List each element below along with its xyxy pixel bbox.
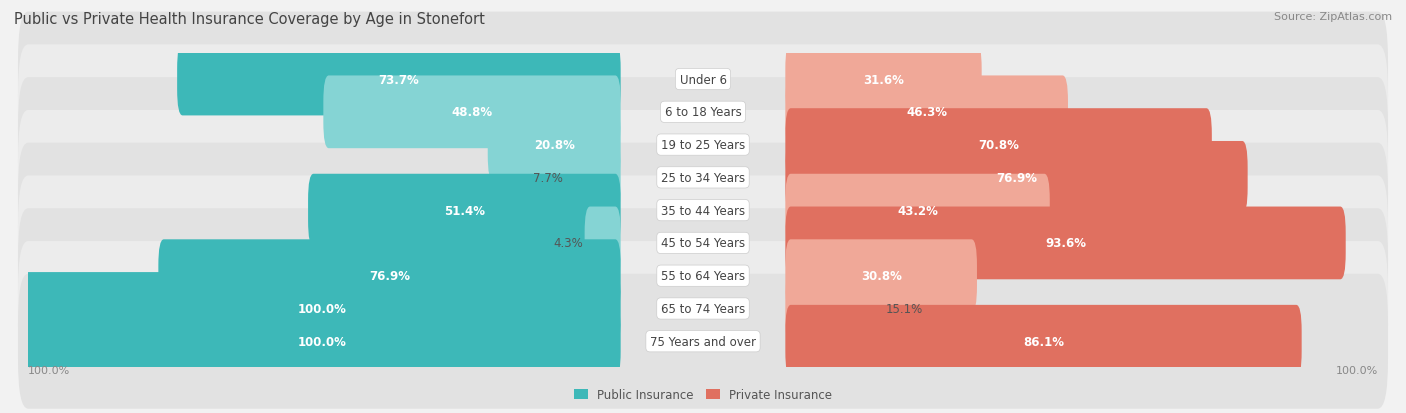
Legend: Public Insurance, Private Insurance: Public Insurance, Private Insurance [569, 383, 837, 406]
Text: Source: ZipAtlas.com: Source: ZipAtlas.com [1274, 12, 1392, 22]
Text: 51.4%: 51.4% [444, 204, 485, 217]
FancyBboxPatch shape [786, 207, 1346, 280]
Text: 35 to 44 Years: 35 to 44 Years [661, 204, 745, 217]
Text: 76.9%: 76.9% [368, 270, 411, 282]
FancyBboxPatch shape [786, 76, 1069, 149]
Text: 76.9%: 76.9% [995, 171, 1038, 185]
Text: 46.3%: 46.3% [905, 106, 948, 119]
FancyBboxPatch shape [18, 111, 1388, 245]
FancyBboxPatch shape [18, 78, 1388, 213]
FancyBboxPatch shape [18, 176, 1388, 311]
FancyBboxPatch shape [159, 240, 620, 312]
Text: 20.8%: 20.8% [534, 139, 575, 152]
FancyBboxPatch shape [22, 273, 620, 345]
Text: 43.2%: 43.2% [897, 204, 938, 217]
Text: 45 to 54 Years: 45 to 54 Years [661, 237, 745, 250]
Text: Under 6: Under 6 [679, 74, 727, 86]
FancyBboxPatch shape [18, 274, 1388, 409]
Text: 70.8%: 70.8% [979, 139, 1019, 152]
FancyBboxPatch shape [323, 76, 620, 149]
Text: 19 to 25 Years: 19 to 25 Years [661, 139, 745, 152]
FancyBboxPatch shape [786, 305, 1302, 378]
Text: 30.8%: 30.8% [860, 270, 901, 282]
Text: 65 to 74 Years: 65 to 74 Years [661, 302, 745, 315]
Text: 100.0%: 100.0% [297, 302, 346, 315]
Text: 25 to 34 Years: 25 to 34 Years [661, 171, 745, 185]
FancyBboxPatch shape [786, 240, 977, 312]
Text: 48.8%: 48.8% [451, 106, 492, 119]
FancyBboxPatch shape [18, 242, 1388, 376]
Text: 73.7%: 73.7% [378, 74, 419, 86]
Text: 15.1%: 15.1% [886, 302, 924, 315]
FancyBboxPatch shape [565, 142, 620, 214]
FancyBboxPatch shape [177, 43, 620, 116]
FancyBboxPatch shape [18, 209, 1388, 343]
FancyBboxPatch shape [585, 207, 620, 280]
FancyBboxPatch shape [488, 109, 620, 182]
FancyBboxPatch shape [18, 12, 1388, 147]
Text: 55 to 64 Years: 55 to 64 Years [661, 270, 745, 282]
Text: 93.6%: 93.6% [1045, 237, 1085, 250]
Text: 100.0%: 100.0% [28, 365, 70, 375]
Text: 75 Years and over: 75 Years and over [650, 335, 756, 348]
FancyBboxPatch shape [786, 142, 1247, 214]
Text: 7.7%: 7.7% [533, 171, 564, 185]
FancyBboxPatch shape [786, 174, 1050, 247]
FancyBboxPatch shape [786, 273, 884, 345]
Text: 6 to 18 Years: 6 to 18 Years [665, 106, 741, 119]
Text: 100.0%: 100.0% [1336, 365, 1378, 375]
FancyBboxPatch shape [308, 174, 620, 247]
Text: Public vs Private Health Insurance Coverage by Age in Stonefort: Public vs Private Health Insurance Cover… [14, 12, 485, 27]
FancyBboxPatch shape [22, 305, 620, 378]
Text: 4.3%: 4.3% [554, 237, 583, 250]
FancyBboxPatch shape [786, 109, 1212, 182]
Text: 31.6%: 31.6% [863, 74, 904, 86]
Text: 86.1%: 86.1% [1024, 335, 1064, 348]
FancyBboxPatch shape [18, 45, 1388, 180]
FancyBboxPatch shape [18, 143, 1388, 278]
Text: 100.0%: 100.0% [297, 335, 346, 348]
FancyBboxPatch shape [786, 43, 981, 116]
